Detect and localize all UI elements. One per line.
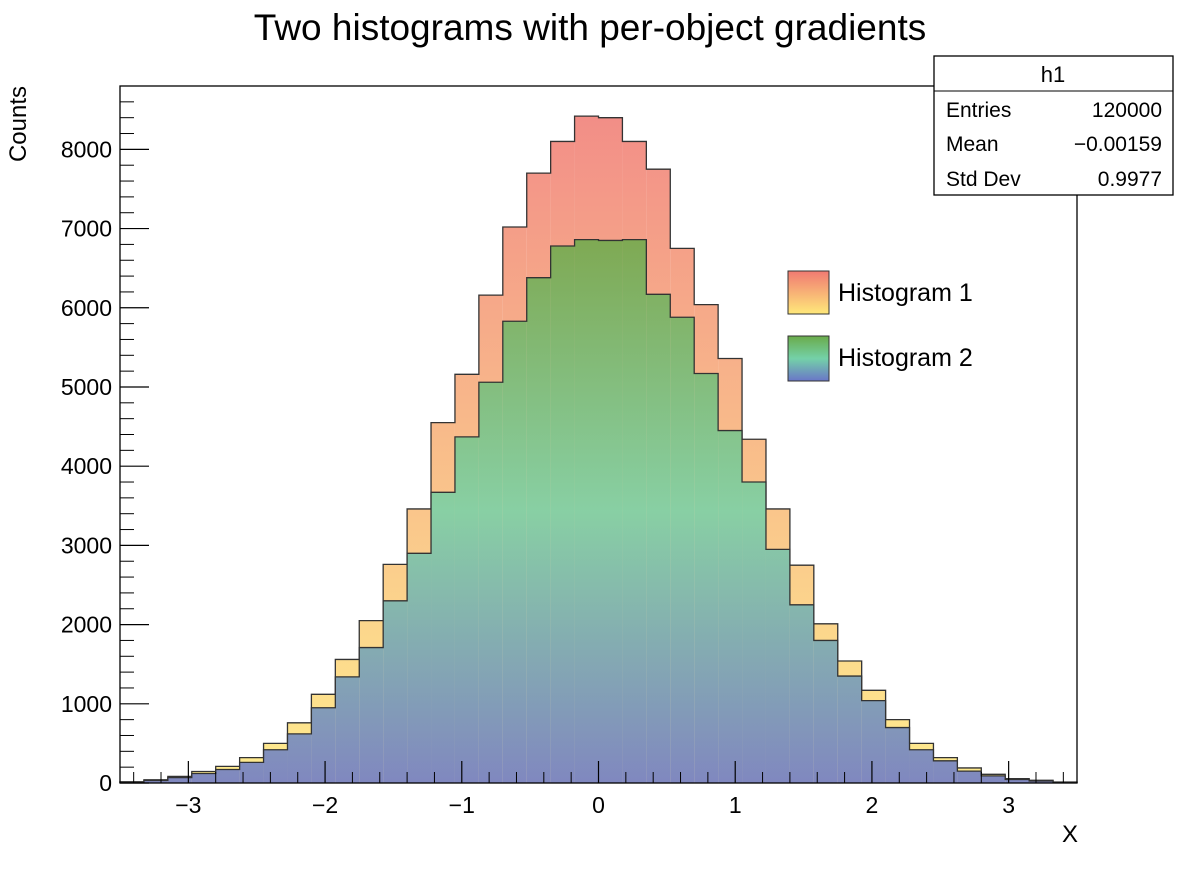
series-2-bar <box>789 604 814 783</box>
series-2-bar <box>981 775 1006 783</box>
x-tick-label: 0 <box>592 792 605 818</box>
series-2-bar <box>957 771 982 783</box>
series-2-bar <box>335 676 360 783</box>
y-tick-label: 0 <box>99 770 112 796</box>
series-2-bar <box>622 239 647 784</box>
x-tick-label: −3 <box>175 792 201 818</box>
series-2-bar <box>431 492 455 783</box>
y-axis: 0 1000 2000 3000 4000 5000 6000 7000 8000 <box>61 85 149 796</box>
series-2-bar <box>694 373 719 783</box>
series-2-bar <box>311 707 336 783</box>
stats-box-frame <box>933 55 1174 196</box>
series-2-bar <box>909 749 934 783</box>
series-2-bar <box>191 773 216 783</box>
series-2-bar <box>598 240 623 784</box>
series-2-bar <box>526 277 551 783</box>
y-tick-label: 7000 <box>61 216 112 242</box>
series-2-bar <box>837 676 862 783</box>
legend-swatch-histogram-1 <box>787 270 830 315</box>
series-2-bar <box>383 600 408 783</box>
x-tick-label: −1 <box>449 792 475 818</box>
series-2-bar <box>885 727 910 783</box>
series-2-bar <box>407 553 432 783</box>
stats-entries-value: 120000 <box>1092 99 1162 122</box>
x-tick-label: 2 <box>866 792 879 818</box>
stats-entries-label: Entries <box>946 99 1011 122</box>
series-2-bar <box>646 294 671 783</box>
series-1-outline <box>119 115 1078 783</box>
y-tick-label: 4000 <box>61 453 112 479</box>
series-2-bar <box>765 549 790 783</box>
series-2-bar <box>263 749 288 783</box>
y-tick-label: 5000 <box>61 374 112 400</box>
legend-swatch-histogram-2 <box>787 335 830 382</box>
stats-box: h1 Entries 120000 Mean −0.00159 Std Dev … <box>933 55 1174 196</box>
stats-mean-value: −0.00159 <box>1074 133 1162 156</box>
series-2-outline <box>119 239 1078 784</box>
series-2-bar <box>167 777 192 783</box>
series-2-bar <box>550 245 575 784</box>
series-2-bar <box>502 321 527 783</box>
series-2-bar <box>454 436 479 783</box>
stats-mean-label: Mean <box>946 133 999 156</box>
x-tick-label: −2 <box>312 792 338 818</box>
y-tick-label: 8000 <box>61 136 112 162</box>
series-2-bar <box>718 430 743 783</box>
series-2-bar <box>143 780 168 783</box>
series-2-bar <box>478 382 503 783</box>
series-2-bar <box>742 482 766 783</box>
series-2-bar <box>1029 781 1054 783</box>
series-2-bar <box>861 700 886 783</box>
y-tick-label: 6000 <box>61 295 112 321</box>
y-tick-label: 3000 <box>61 532 112 558</box>
series-2-bar <box>287 733 312 783</box>
series-2-bar <box>670 317 695 783</box>
stats-stddev-label: Std Dev <box>946 168 1021 191</box>
series-2-bar <box>239 762 264 783</box>
series-2-bar <box>215 769 240 783</box>
series-2-bars <box>119 239 1078 784</box>
series-2-bar <box>359 647 384 783</box>
chart-title: Two histograms with per-object gradients <box>254 7 926 48</box>
x-axis-label: X <box>1062 821 1078 848</box>
stats-box-title: h1 <box>1041 62 1065 87</box>
stats-stddev-value: 0.9977 <box>1098 168 1162 191</box>
y-axis-label: Counts <box>5 86 32 162</box>
series-2-bar <box>574 239 599 784</box>
series-2-bar <box>813 640 838 783</box>
series-2-bar <box>1005 779 1030 783</box>
series-2-bar <box>933 760 958 783</box>
legend-label-histogram-2: Histogram 2 <box>838 344 973 372</box>
x-tick-label: 1 <box>729 792 742 818</box>
y-tick-label: 1000 <box>61 691 112 717</box>
x-axis: −3 −2 −1 0 1 2 3 <box>133 761 1064 818</box>
legend: Histogram 1 Histogram 2 <box>787 270 973 382</box>
legend-label-histogram-1: Histogram 1 <box>838 279 973 307</box>
y-tick-label: 2000 <box>61 612 112 638</box>
x-tick-label: 3 <box>1002 792 1015 818</box>
